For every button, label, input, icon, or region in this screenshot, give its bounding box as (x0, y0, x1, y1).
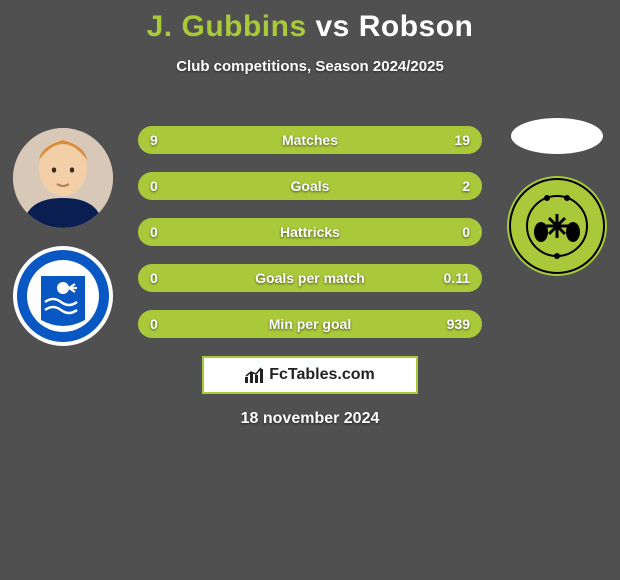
right-player-column (502, 118, 612, 276)
stat-row: Hattricks0 0 (138, 218, 482, 246)
forest-green-badge-icon (507, 176, 607, 276)
southend-badge-icon (13, 246, 113, 346)
stat-value-left: 0 (150, 172, 158, 200)
stat-row: Goals per match0 0.11 (138, 264, 482, 292)
stat-value-left: 9 (150, 126, 158, 154)
chart-icon (245, 367, 265, 383)
player1-name: J. Gubbins (147, 10, 307, 43)
player2-name: Robson (359, 10, 474, 43)
vs-label: vs (315, 10, 349, 43)
stat-label: Min per goal (138, 310, 482, 338)
stat-value-right: 0.11 (444, 264, 470, 292)
subtitle: Club competitions, Season 2024/2025 (0, 58, 620, 75)
left-player-column (8, 128, 118, 346)
stat-row: Min per goal0 939 (138, 310, 482, 338)
stat-bars: Matches919Goals02Hattricks00Goals per ma… (138, 126, 482, 338)
brand-text: FcTables.com (269, 366, 375, 384)
stat-value-right: 0 (462, 218, 470, 246)
player2-silhouette (511, 118, 603, 154)
stat-label: Goals (138, 172, 482, 200)
date-label: 18 november 2024 (0, 410, 620, 428)
stat-value-left: 0 (150, 264, 158, 292)
stat-value-right: 2 (462, 172, 470, 200)
stat-row: Goals0 2 (138, 172, 482, 200)
stat-value-right: 19 (454, 126, 470, 154)
player1-photo (13, 128, 113, 228)
player1-club-badge (13, 246, 113, 346)
stat-label: Goals per match (138, 264, 482, 292)
stat-label: Hattricks (138, 218, 482, 246)
stat-label: Matches (138, 126, 482, 154)
brand-box[interactable]: FcTables.com (202, 356, 418, 394)
stat-value-right: 939 (447, 310, 470, 338)
comparison-card: J. Gubbins vs Robson Club competitions, … (0, 0, 620, 580)
stat-value-left: 0 (150, 218, 158, 246)
title-row: J. Gubbins vs Robson (0, 0, 620, 44)
player2-club-badge (507, 176, 607, 276)
stat-value-left: 0 (150, 310, 158, 338)
player1-photo-svg (13, 128, 113, 228)
stat-row: Matches9 19 (138, 126, 482, 154)
